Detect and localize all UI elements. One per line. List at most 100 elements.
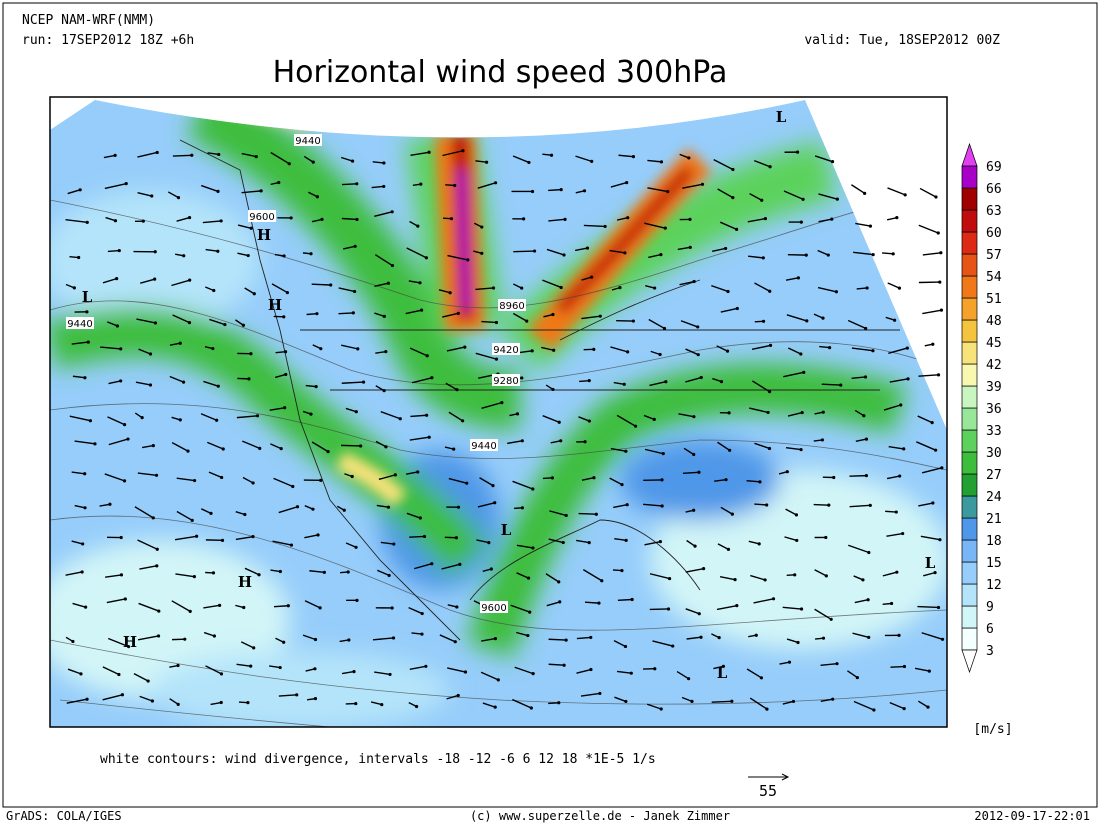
wind-arrow [713,159,734,171]
wind-arrow-head [420,611,424,616]
wind-arrow [408,606,423,615]
wind-arrow [338,287,355,293]
wind-arrow [99,503,111,507]
wind-arrow-head [83,472,87,476]
wind-arrow-head [215,418,219,422]
wind-arrow-head [452,447,456,451]
wind-arrow [720,307,738,313]
wind-arrow-head [839,383,843,387]
wind-arrow [584,601,599,604]
wind-arrow [820,698,833,703]
colorbar-box [961,495,978,519]
wind-arrow [883,404,901,411]
colorbar-label: 54 [986,270,1002,285]
wind-vectors [65,149,945,712]
wind-arrow-head [350,159,355,163]
wind-arrow-head [771,597,776,601]
wind-arrow-head [934,195,938,199]
wind-arrow [341,381,364,384]
wind-arrow-head [113,219,118,223]
wind-arrow-head [424,256,428,260]
wind-arrow [203,604,220,609]
wind-arrow-head [453,183,457,188]
wind-arrow-head [564,513,568,518]
wind-arrow [446,694,459,700]
wind-arrow [686,636,702,640]
wind-arrow-head [799,220,803,224]
wind-arrow-head [867,550,871,555]
wind-arrow-head [897,286,902,290]
wind-arrow [647,159,662,163]
wind-arrow [171,600,191,613]
wind-arrow-head [115,277,119,281]
wind-arrow [887,282,900,289]
wind-arrow [304,600,321,609]
colorbar-box [961,627,978,651]
colorbar-label: 48 [986,314,1002,329]
wind-arrow-head [551,312,555,317]
wind-arrow [785,277,799,281]
wind-arrow [917,605,939,609]
wind-arrow-head [659,160,664,164]
wind-arrow [380,411,401,420]
colorbar-label: 15 [986,556,1002,571]
pressure-center: H [257,226,271,244]
wind-arrow-head [934,448,938,452]
wind-arrow [920,535,941,541]
wind-arrow [176,477,195,482]
wind-arrow-head [352,670,356,674]
wind-arrow-head [176,702,180,706]
wind-arrow-head [799,607,804,611]
pressure-center: H [123,633,137,651]
wind-arrow-head [81,542,85,546]
wind-arrow-head [416,470,420,474]
wind-arrow [372,637,394,641]
wind-arrow-head [309,412,313,416]
wind-arrow-head [493,637,498,641]
wind-arrow-head [425,413,429,417]
wind-arrow [754,442,770,450]
wind-arrow [886,216,897,221]
colorbar-box [961,319,978,343]
wind-arrow-head [899,403,903,407]
wind-arrow-head [791,699,796,704]
wind-arrow-head [592,476,596,480]
wind-arrow-head [155,564,159,568]
wind-arrow-head [728,448,732,452]
wind-arrow [480,671,499,681]
wind-arrow-head [192,478,197,483]
wind-arrow-head [692,508,696,512]
contour-label-box [248,210,276,222]
wind-arrow-head [183,637,187,641]
wind-arrow-head [456,693,460,698]
colorbar: 3691215182124273033363942454851545760636… [961,142,1002,674]
wind-arrow-head [153,250,157,254]
wind-arrow-head [598,691,602,696]
wind-arrow-head [117,248,121,253]
wind-arrow-head [123,597,127,601]
wind-arrow [751,344,771,351]
wind-arrow-head [350,474,354,479]
wind-arrow-head [902,447,906,451]
wind-arrow-head [223,322,227,327]
wind-arrow-head [496,678,500,682]
wind-arrow [853,251,874,256]
wind-arrow [616,217,628,221]
wind-arrow [107,637,129,648]
wind-arrow [747,217,766,223]
wind-arrow [305,384,317,388]
wind-arrow [918,700,929,708]
wind-arrow [102,277,117,284]
wind-arrow [71,341,89,345]
wind-arrow [406,512,421,519]
wind-arrow [855,222,871,227]
wind-arrow [750,574,766,581]
wind-arrow-head [805,319,809,323]
wind-arrow-head [283,406,287,410]
wind-arrow [847,670,858,679]
wind-arrow [208,471,222,479]
wind-arrow [512,312,528,322]
wind-arrow [814,155,833,163]
wind-arrow [576,668,592,674]
wind-arrow [482,702,496,708]
